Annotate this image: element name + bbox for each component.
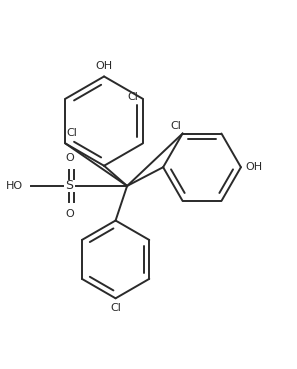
Text: OH: OH [96,61,113,71]
Text: O: O [65,153,74,163]
Text: Cl: Cl [170,121,181,131]
Text: Cl: Cl [67,128,78,138]
Text: O: O [65,209,74,219]
Text: HO: HO [6,181,23,191]
Text: Cl: Cl [127,92,138,102]
Text: Cl: Cl [110,303,121,314]
Text: S: S [65,179,73,193]
Text: OH: OH [245,162,262,172]
